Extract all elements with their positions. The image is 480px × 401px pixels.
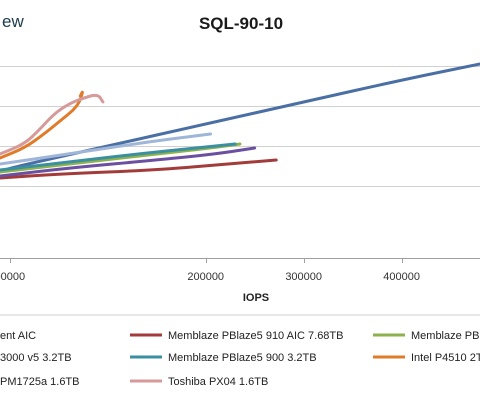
x-tick-label: 00000	[0, 271, 25, 283]
legend-item-label: Toshiba PX04 1.6TB	[168, 376, 268, 388]
legend-item-label: ent AIC	[0, 330, 36, 342]
series-line-6	[0, 132, 213, 166]
legend-item-label: 3000 v5 3.2TB	[0, 352, 72, 364]
legend-item-label: Intel P4510 2TB	[411, 352, 480, 364]
series-line-3	[0, 146, 257, 178]
legend-item-label: Memblaze PBlaze5 900 3.2TB	[168, 352, 317, 364]
gridlines	[0, 66, 480, 263]
chart-title: SQL-90-10	[199, 14, 283, 33]
series-line-1	[0, 158, 278, 180]
brand-logo-text: ew	[2, 12, 24, 31]
series-group	[0, 62, 480, 180]
x-tick-label: 400000	[383, 271, 420, 283]
legend: ent AIC Memblaze PBlaze5 910 AIC 7.68TB Me…	[0, 330, 480, 388]
series-line-5	[0, 90, 84, 160]
legend-item-label: PM1725a 1.6TB	[0, 376, 80, 388]
x-tick-label: 200000	[187, 271, 224, 283]
legend-item-label: Memblaze PBlaze5	[411, 330, 480, 342]
legend-item-label: Memblaze PBlaze5 910 AIC 7.68TB	[168, 330, 343, 342]
x-tick-labels: 00000 200000 300000 400000	[0, 271, 420, 283]
series-line-7	[0, 93, 105, 156]
series-line-4	[0, 142, 237, 172]
x-tick-label: 300000	[285, 271, 322, 283]
x-axis-title: IOPS	[243, 292, 269, 304]
